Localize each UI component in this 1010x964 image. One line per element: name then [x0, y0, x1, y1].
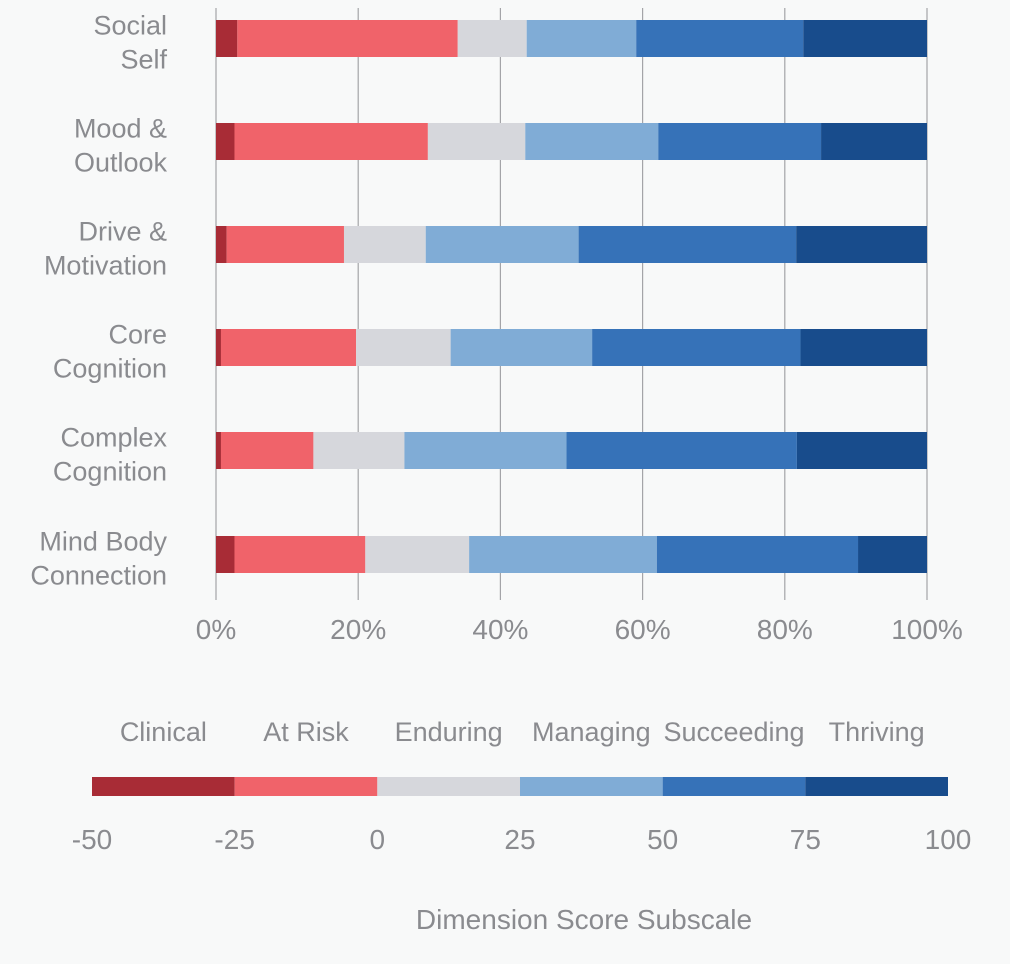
subscale-band-succeeding [662, 777, 806, 796]
category-label: Social Self [93, 11, 167, 75]
category-labels: Social Self Mood & Outlook Drive & Motivation… [30, 11, 167, 591]
bar-segment-clinical [216, 329, 221, 366]
bar-segment-thriving [796, 432, 927, 469]
subscale-band-managing [520, 777, 663, 796]
bar-segment-enduring [427, 123, 526, 160]
x-tick-label: 0% [196, 614, 236, 645]
x-tick-label: 40% [472, 614, 528, 645]
bar-segment-managing [526, 20, 637, 57]
bar-segment-thriving [858, 536, 927, 573]
bar-segment-clinical [216, 226, 227, 263]
bar-segment-at-risk [234, 536, 366, 573]
bar-segment-thriving [800, 329, 927, 366]
legend-label: Succeeding [663, 717, 804, 747]
bar-segment-thriving [803, 20, 927, 57]
subscale-legend: Clinical At Risk Enduring Managing Succeedin… [72, 717, 972, 855]
subscale-tick-label: -50 [72, 824, 112, 855]
subscale-band-clinical [92, 777, 235, 796]
subscale-title: Dimension Score Subscale [416, 904, 752, 935]
bar-segment-at-risk [237, 20, 458, 57]
category-label: Drive & Motivation [44, 217, 167, 281]
bar-segment-clinical [216, 536, 235, 573]
bar-segment-at-risk [226, 226, 344, 263]
bar-segment-managing [450, 329, 593, 366]
bar-segment-clinical [216, 432, 221, 469]
x-tick-label: 100% [891, 614, 963, 645]
legend-label: Clinical [120, 717, 207, 747]
bar-segment-at-risk [220, 329, 357, 366]
subscale-tick-label: 0 [370, 824, 386, 855]
bar-segment-succeeding [658, 123, 822, 160]
bar-segment-enduring [343, 226, 426, 263]
legend-label: Thriving [829, 717, 925, 747]
x-tick-label: 80% [757, 614, 813, 645]
subscale-tick-label: -25 [214, 824, 254, 855]
bar-segment-clinical [216, 123, 235, 160]
bar-segment-succeeding [592, 329, 801, 366]
bar-segment-enduring [457, 20, 527, 57]
legend-label: Enduring [395, 717, 503, 747]
bar-segment-thriving [821, 123, 927, 160]
x-tick-label: 60% [615, 614, 671, 645]
gridlines [215, 8, 928, 600]
bar-segment-at-risk [220, 432, 314, 469]
bar-segment-clinical [216, 20, 238, 57]
bar-segment-succeeding [578, 226, 797, 263]
bar-segment-at-risk [234, 123, 428, 160]
subscale-tick-label: 75 [790, 824, 821, 855]
subscale-band-thriving [805, 777, 948, 796]
bar-segment-enduring [356, 329, 451, 366]
x-tick-label: 20% [330, 614, 386, 645]
bar-segment-managing [469, 536, 657, 573]
subscale-tick-label: 25 [504, 824, 535, 855]
bar-segment-thriving [796, 226, 927, 263]
category-label: Complex Cognition [53, 423, 168, 487]
x-axis-ticks: 0% 20% 40% 60% 80% 100% [196, 614, 963, 645]
subscale-band-at-risk [234, 777, 378, 796]
bar-segment-succeeding [656, 536, 859, 573]
legend-label: Managing [532, 717, 651, 747]
bar-segment-managing [525, 123, 659, 160]
category-label: Mood & Outlook [74, 114, 168, 178]
subscale-tick-label: 100 [925, 824, 972, 855]
bar-segment-succeeding [636, 20, 804, 57]
subscale-tick-label: 50 [647, 824, 678, 855]
bars [216, 20, 927, 573]
bar-segment-succeeding [566, 432, 797, 469]
bar-segment-enduring [313, 432, 405, 469]
bar-segment-enduring [365, 536, 470, 573]
category-label: Mind Body Connection [30, 527, 167, 591]
bar-segment-managing [404, 432, 567, 469]
category-label: Core Cognition [53, 320, 167, 384]
legend-label: At Risk [263, 717, 349, 747]
subscale-band-enduring [377, 777, 520, 796]
bar-segment-managing [425, 226, 579, 263]
